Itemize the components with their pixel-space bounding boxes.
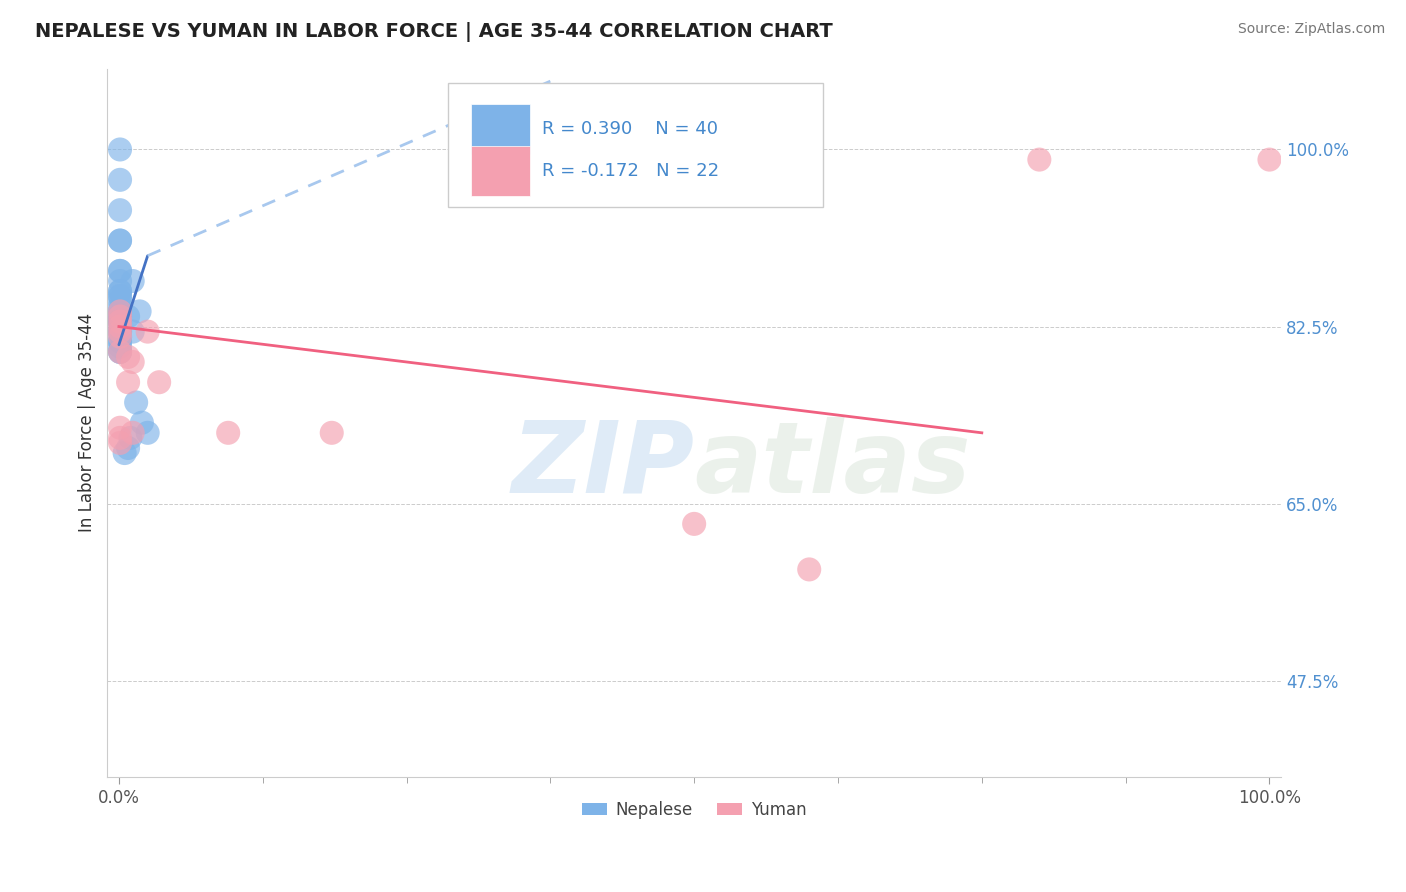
Point (108, 284, 131, 298)
Legend: Nepalese, Yuman: Nepalese, Yuman (575, 794, 813, 825)
Point (108, 314, 131, 328)
Point (117, 375, 139, 389)
Point (108, 344, 131, 359)
Point (108, 325, 131, 339)
Point (108, 264, 131, 278)
Point (1258, 153, 1281, 167)
Point (799, 562, 821, 576)
Point (117, 350, 139, 364)
Point (108, 329, 131, 343)
Point (108, 234, 131, 248)
Point (121, 274, 143, 288)
FancyBboxPatch shape (471, 104, 530, 153)
Point (108, 304, 131, 318)
Point (108, 436, 131, 450)
Point (683, 516, 706, 531)
Point (108, 264, 131, 278)
Point (148, 375, 170, 389)
Point (136, 325, 159, 339)
Point (108, 334, 131, 349)
Point (108, 274, 131, 288)
Text: R = -0.172   N = 22: R = -0.172 N = 22 (541, 162, 718, 180)
Text: ZIP: ZIP (512, 417, 695, 514)
Point (121, 425, 143, 440)
Point (108, 173, 131, 187)
Text: atlas: atlas (695, 417, 970, 514)
Point (108, 289, 131, 303)
Point (108, 203, 131, 218)
Point (108, 304, 131, 318)
Point (136, 425, 159, 440)
Point (108, 294, 131, 309)
Point (108, 344, 131, 359)
Point (108, 340, 131, 354)
Text: Source: ZipAtlas.com: Source: ZipAtlas.com (1237, 22, 1385, 37)
Point (108, 310, 131, 324)
Point (108, 325, 131, 339)
Point (108, 314, 131, 328)
Point (108, 314, 131, 328)
Point (108, 299, 131, 313)
FancyBboxPatch shape (447, 83, 824, 207)
Point (108, 319, 131, 334)
Point (108, 344, 131, 359)
Point (108, 319, 131, 334)
Point (108, 325, 131, 339)
Point (108, 334, 131, 349)
Point (108, 431, 131, 445)
Point (1028, 153, 1050, 167)
Point (121, 355, 143, 369)
Point (108, 310, 131, 324)
Point (108, 143, 131, 157)
Point (108, 284, 131, 298)
Point (121, 325, 143, 339)
Point (108, 289, 131, 303)
Point (131, 416, 153, 430)
FancyBboxPatch shape (471, 146, 530, 196)
Point (128, 304, 150, 318)
Point (108, 329, 131, 343)
Text: NEPALESE VS YUMAN IN LABOR FORCE | AGE 35-44 CORRELATION CHART: NEPALESE VS YUMAN IN LABOR FORCE | AGE 3… (35, 22, 832, 42)
Point (108, 304, 131, 318)
Point (114, 446, 136, 460)
Point (117, 310, 139, 324)
Y-axis label: In Labor Force | Age 35-44: In Labor Force | Age 35-44 (79, 313, 96, 533)
Point (125, 395, 148, 409)
Text: R = 0.390    N = 40: R = 0.390 N = 40 (541, 120, 717, 137)
Point (108, 421, 131, 435)
Point (108, 310, 131, 324)
Point (321, 425, 343, 440)
Point (108, 234, 131, 248)
Point (120, 431, 142, 445)
Point (217, 425, 239, 440)
Point (117, 441, 139, 455)
Point (108, 314, 131, 328)
